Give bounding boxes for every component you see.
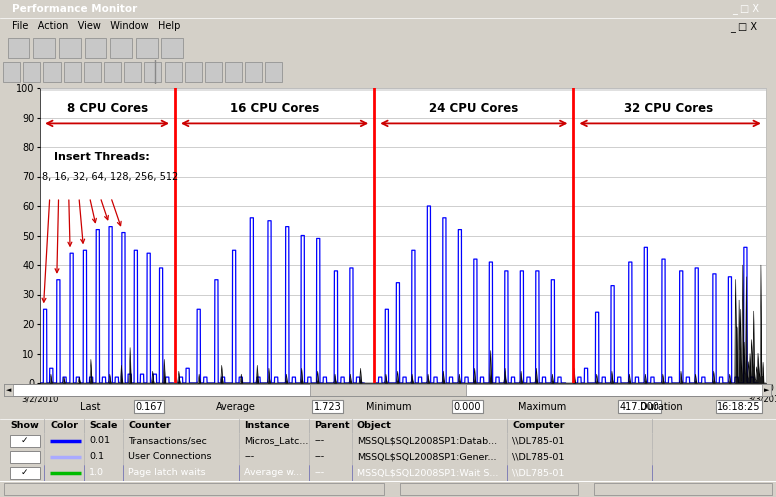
Bar xyxy=(4,483,384,496)
Text: ◄: ◄ xyxy=(6,387,11,393)
Bar xyxy=(84,63,101,82)
Bar xyxy=(10,451,40,463)
Text: 16 CPU Cores: 16 CPU Cores xyxy=(230,101,319,114)
Bar xyxy=(59,38,81,58)
Bar xyxy=(104,63,121,82)
Bar xyxy=(3,63,20,82)
Text: 0.167: 0.167 xyxy=(135,402,163,412)
Text: Parent: Parent xyxy=(314,421,350,430)
Bar xyxy=(10,467,40,479)
Text: Object: Object xyxy=(357,421,392,430)
Text: Average: Average xyxy=(217,402,256,412)
Text: Page latch waits: Page latch waits xyxy=(128,468,206,477)
Text: 0.000: 0.000 xyxy=(454,402,481,412)
Text: Computer: Computer xyxy=(512,421,565,430)
Text: ✓: ✓ xyxy=(21,436,29,445)
Bar xyxy=(205,63,222,82)
Text: ---: --- xyxy=(314,468,324,477)
Bar xyxy=(85,38,106,58)
Text: 0.01: 0.01 xyxy=(89,436,110,445)
Bar xyxy=(43,63,61,82)
Bar xyxy=(64,63,81,82)
Text: \\DL785-01: \\DL785-01 xyxy=(512,436,564,445)
Text: Insert Threads:: Insert Threads: xyxy=(54,152,150,162)
Bar xyxy=(110,38,132,58)
Text: Transactions/sec: Transactions/sec xyxy=(128,436,207,445)
Bar xyxy=(10,435,40,447)
Text: 16:18:25: 16:18:25 xyxy=(717,402,760,412)
Text: Performance Monitor: Performance Monitor xyxy=(12,4,137,14)
Bar xyxy=(4,384,771,396)
Text: 1.723: 1.723 xyxy=(314,402,341,412)
Text: ►: ► xyxy=(764,387,769,393)
Text: _ □ X: _ □ X xyxy=(729,21,757,31)
Bar xyxy=(161,38,183,58)
Text: ---: --- xyxy=(244,452,255,461)
Text: ✓: ✓ xyxy=(21,468,29,477)
Text: Average w...: Average w... xyxy=(244,468,303,477)
Bar xyxy=(8,38,29,58)
Text: Minimum: Minimum xyxy=(365,402,411,412)
Text: Micros_Latc...: Micros_Latc... xyxy=(244,436,309,445)
Text: MSSQL$SQL2008SP1:Gener...: MSSQL$SQL2008SP1:Gener... xyxy=(357,452,497,461)
Bar xyxy=(310,384,466,396)
Bar xyxy=(400,483,578,496)
Text: MSSQL$SQL2008SP1:Wait S...: MSSQL$SQL2008SP1:Wait S... xyxy=(357,468,498,477)
Text: ---: --- xyxy=(314,436,324,445)
Bar xyxy=(23,63,40,82)
Text: _ □ X: _ □ X xyxy=(732,3,759,14)
Text: Instance: Instance xyxy=(244,421,290,430)
Text: 32 CPU Cores: 32 CPU Cores xyxy=(624,101,713,114)
Bar xyxy=(124,63,141,82)
Text: Show: Show xyxy=(10,421,39,430)
Text: \\DL785-01: \\DL785-01 xyxy=(512,468,564,477)
Text: File   Action   View   Window   Help: File Action View Window Help xyxy=(12,21,180,31)
Text: \\DL785-01: \\DL785-01 xyxy=(512,452,564,461)
Text: Last: Last xyxy=(81,402,101,412)
Bar xyxy=(185,63,202,82)
Text: Counter: Counter xyxy=(128,421,171,430)
Text: MSSQL$SQL2008SP1:Datab...: MSSQL$SQL2008SP1:Datab... xyxy=(357,436,497,445)
Text: 8, 16, 32, 64, 128, 256, 512: 8, 16, 32, 64, 128, 256, 512 xyxy=(42,172,178,182)
Text: Color: Color xyxy=(50,421,78,430)
Bar xyxy=(33,38,55,58)
Text: ---: --- xyxy=(314,452,324,461)
Text: 0.1: 0.1 xyxy=(89,452,104,461)
Bar xyxy=(225,63,242,82)
Text: Duration: Duration xyxy=(640,402,683,412)
Text: 417.000: 417.000 xyxy=(620,402,660,412)
Text: 8 CPU Cores: 8 CPU Cores xyxy=(67,101,148,114)
Text: Maximum: Maximum xyxy=(518,402,566,412)
Bar xyxy=(165,63,182,82)
Bar xyxy=(245,63,262,82)
Bar xyxy=(265,63,282,82)
Text: 24 CPU Cores: 24 CPU Cores xyxy=(429,101,518,114)
Bar xyxy=(762,384,771,396)
Text: 1.0: 1.0 xyxy=(89,468,104,477)
Text: Scale: Scale xyxy=(89,421,118,430)
Bar xyxy=(136,38,158,58)
Bar xyxy=(144,63,161,82)
Bar xyxy=(40,88,766,91)
Bar xyxy=(4,384,13,396)
Text: User Connections: User Connections xyxy=(128,452,212,461)
Bar xyxy=(594,483,772,496)
